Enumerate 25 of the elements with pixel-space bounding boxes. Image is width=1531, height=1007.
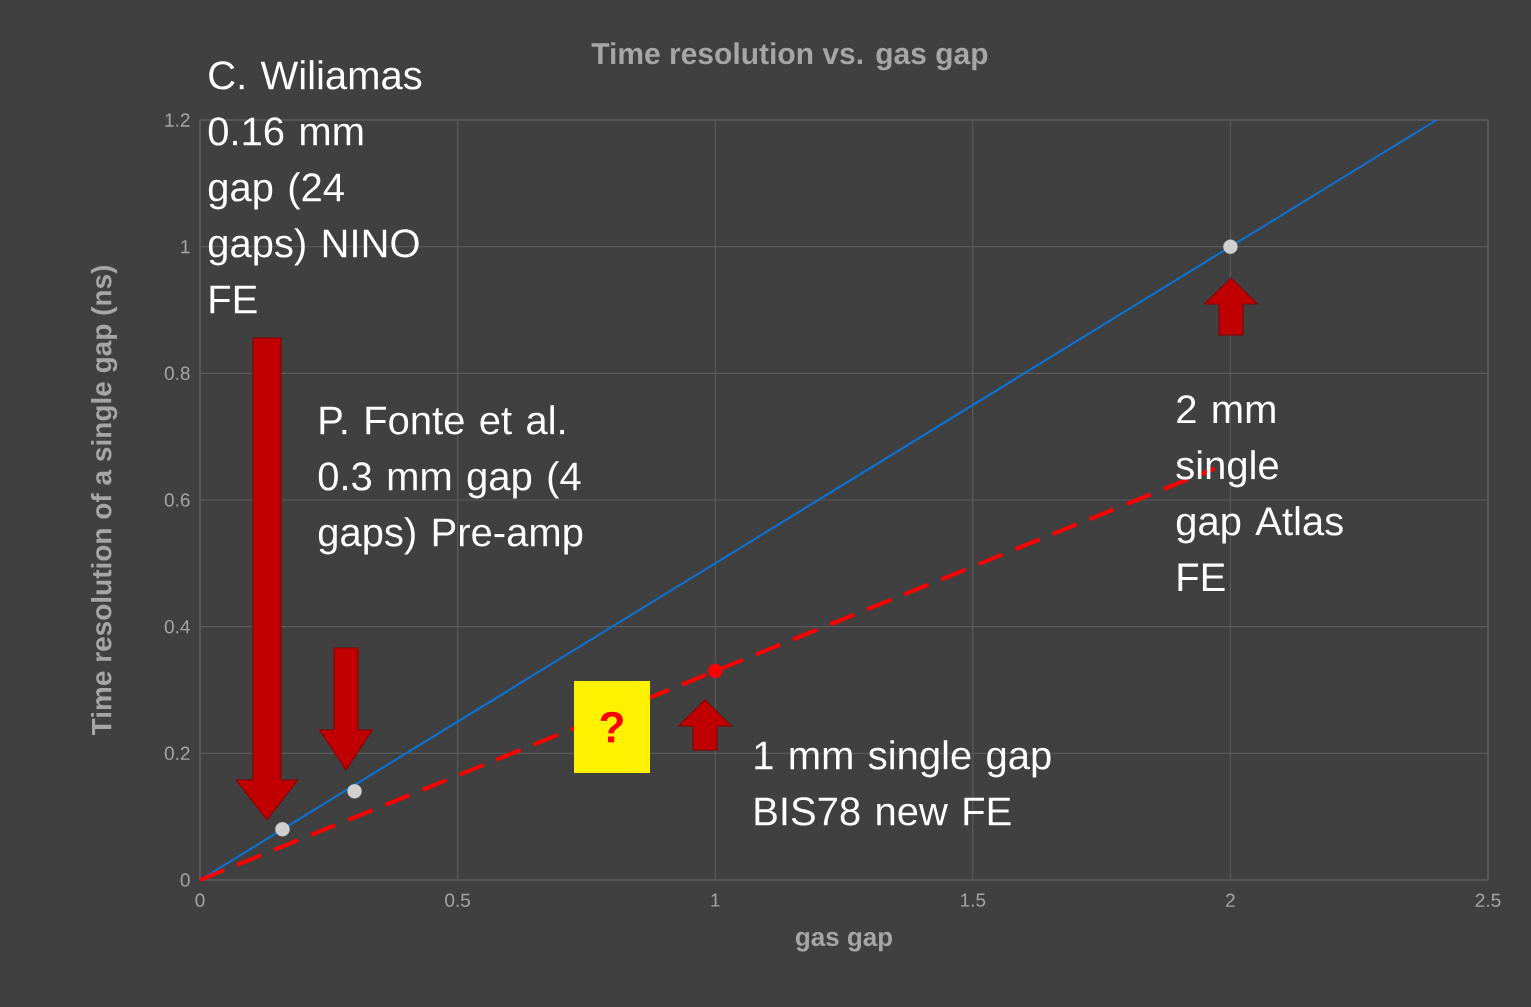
point — [275, 822, 290, 837]
x-tick-label: 0 — [195, 893, 205, 907]
y-tick-label: 0.4 — [164, 619, 190, 634]
annotation: C. Wiliamas 0.16 mm gap (24 gaps) NINO FE — [208, 60, 422, 314]
point — [347, 784, 362, 799]
x-tick-label: 1.5 — [961, 893, 986, 907]
point — [708, 663, 723, 679]
y-tick-label: 0.6 — [164, 493, 190, 507]
x-tick-label: 2.5 — [1475, 893, 1501, 907]
x-tick-label: 1 — [711, 893, 720, 907]
x-tick-label: 0.5 — [445, 893, 471, 907]
y-tick-label: 0 — [180, 873, 190, 887]
annotation: ? — [600, 711, 623, 743]
chart-title: Time resolution vs. gas gap — [591, 42, 988, 71]
y-axis-title: Time resolution of a single gap (ns) — [90, 265, 118, 736]
y-tick-label: 1.2 — [165, 113, 190, 127]
point — [1223, 239, 1238, 254]
x-axis-title: gas gap — [795, 931, 893, 952]
y-tick-label: 1 — [181, 240, 190, 254]
x-tick-label: 2 — [1226, 893, 1235, 907]
annotation: P. Fonte et al. 0.3 mm gap (4 gaps) Pre-amp — [318, 405, 583, 555]
y-tick-label: 0.2 — [164, 746, 190, 761]
annotation: 2 mm single gap Atlas FE — [1176, 395, 1343, 592]
annotation: 1 mm single gap BIS78 new FE — [755, 740, 1051, 826]
y-tick-label: 0.8 — [164, 366, 190, 381]
